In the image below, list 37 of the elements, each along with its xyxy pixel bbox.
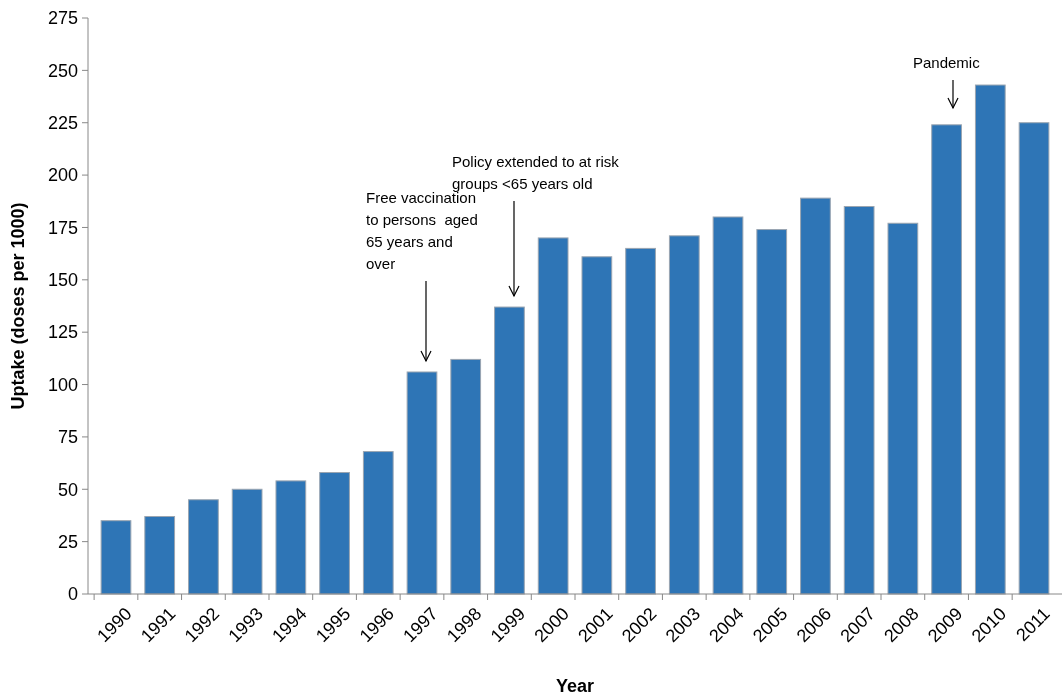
bar xyxy=(668,235,700,595)
bar xyxy=(494,306,525,595)
y-tick-label: 200 xyxy=(47,165,78,186)
bar xyxy=(362,451,394,595)
bar xyxy=(712,216,744,595)
bar xyxy=(931,124,962,595)
y-tick-label: 275 xyxy=(47,8,78,29)
bar xyxy=(537,237,569,595)
y-tick-label: 225 xyxy=(47,113,78,134)
y-tick-label: 150 xyxy=(47,270,78,291)
bar xyxy=(450,358,482,595)
bar xyxy=(756,229,788,595)
y-tick-label: 75 xyxy=(57,427,78,448)
y-tick-label: 175 xyxy=(47,217,78,238)
bar xyxy=(231,488,263,595)
bar xyxy=(1018,122,1050,595)
y-tick-label: 125 xyxy=(47,322,78,343)
bar xyxy=(100,520,132,595)
annotation: Pandemic xyxy=(913,54,981,71)
bar xyxy=(188,499,219,595)
y-tick-label: 250 xyxy=(47,60,78,81)
y-tick-label: 25 xyxy=(57,531,78,552)
bar xyxy=(974,84,1006,595)
bar xyxy=(800,197,831,595)
bar xyxy=(843,206,875,595)
y-tick-label: 50 xyxy=(57,479,78,500)
bar xyxy=(887,222,919,595)
bar xyxy=(625,247,656,595)
x-axis-title: Year xyxy=(555,676,595,696)
bar xyxy=(275,480,307,595)
y-axis-title: Uptake (doses per 1000) xyxy=(8,202,28,410)
bar xyxy=(581,256,613,595)
bar xyxy=(406,371,438,595)
y-tick-label: 100 xyxy=(47,374,78,395)
y-tick-label: 0 xyxy=(67,584,78,605)
bar xyxy=(144,516,176,595)
bar xyxy=(319,472,350,595)
